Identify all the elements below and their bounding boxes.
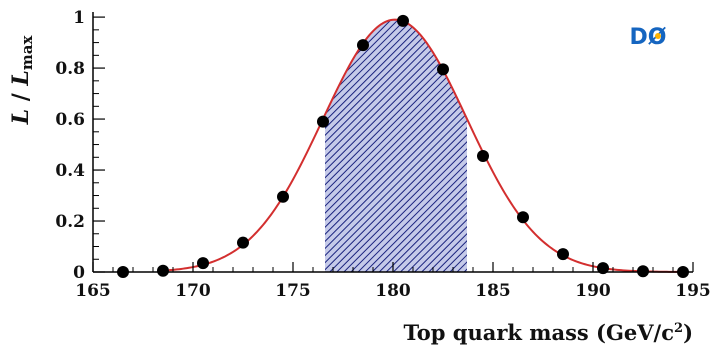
confidence-interval-shade bbox=[325, 19, 467, 273]
x-tick-label-195: 195 bbox=[675, 281, 711, 301]
x-tick-label-190: 190 bbox=[575, 281, 611, 301]
y-label-L2: L bbox=[8, 70, 34, 86]
x-axis-label: Top quark mass (GeV/c2) bbox=[404, 320, 693, 345]
data-point-1 bbox=[157, 264, 169, 277]
y-label-sub: max bbox=[18, 35, 36, 71]
y-axis-label: L / Lmax bbox=[8, 35, 36, 126]
data-point-12 bbox=[597, 262, 609, 275]
data-point-13 bbox=[637, 265, 649, 278]
x-axis-ticks: 165 170 175 180 185 190 195 bbox=[75, 262, 711, 301]
x-tick-label-165: 165 bbox=[75, 281, 111, 301]
data-point-7 bbox=[397, 14, 409, 27]
x-tick-label-185: 185 bbox=[475, 281, 511, 301]
d0-logo-text: DØ bbox=[630, 25, 667, 50]
x-tick-label-180: 180 bbox=[375, 281, 411, 301]
x-label-close: ) bbox=[683, 320, 693, 345]
y-tick-label-2: 0.4 bbox=[55, 161, 85, 181]
x-label-sup: 2 bbox=[674, 321, 683, 336]
y-label-L1: L bbox=[8, 109, 34, 125]
data-point-6 bbox=[357, 39, 369, 52]
y-tick-label-5: 1 bbox=[73, 8, 85, 28]
x-label-main: Top quark mass (GeV/c bbox=[404, 320, 674, 345]
data-point-2 bbox=[197, 257, 209, 270]
x-tick-label-175: 175 bbox=[275, 281, 311, 301]
d0-logo-star-icon bbox=[655, 33, 661, 39]
data-point-4 bbox=[277, 190, 289, 203]
data-point-5 bbox=[317, 115, 329, 128]
d0-logo: DØ bbox=[630, 25, 667, 50]
y-axis-ticks: 0 0.2 0.4 0.6 0.8 1 bbox=[55, 8, 105, 283]
x-tick-label-170: 170 bbox=[175, 281, 211, 301]
data-point-9 bbox=[477, 150, 489, 163]
y-tick-label-0: 0 bbox=[73, 263, 85, 283]
y-label-sep: / bbox=[8, 86, 34, 109]
data-point-3 bbox=[237, 236, 249, 249]
y-tick-label-1: 0.2 bbox=[55, 212, 85, 232]
y-tick-label-3: 0.6 bbox=[55, 110, 85, 130]
data-point-10 bbox=[517, 211, 529, 224]
data-point-8 bbox=[437, 63, 449, 76]
data-point-11 bbox=[557, 248, 569, 261]
y-tick-label-4: 0.8 bbox=[55, 59, 85, 79]
